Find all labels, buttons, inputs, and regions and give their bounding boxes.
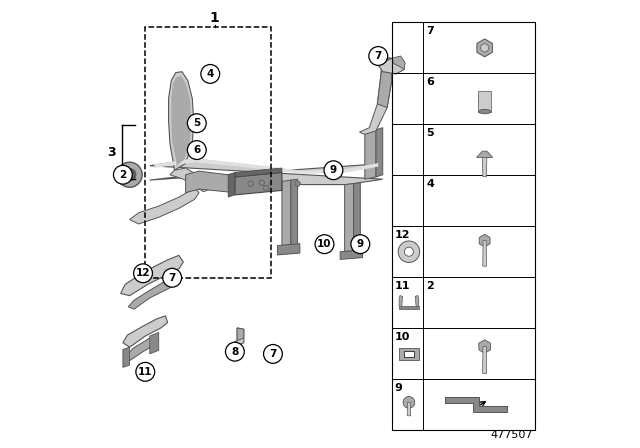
Polygon shape [376,128,383,177]
Polygon shape [228,172,235,197]
Text: 11: 11 [138,367,152,377]
Polygon shape [170,168,212,192]
Polygon shape [237,328,244,340]
Circle shape [259,180,264,185]
Polygon shape [483,347,486,374]
Polygon shape [477,151,493,157]
Polygon shape [121,255,184,296]
Polygon shape [378,57,392,108]
Circle shape [248,181,253,186]
Polygon shape [483,241,486,266]
Ellipse shape [478,99,491,103]
Polygon shape [399,348,419,360]
Text: 477507: 477507 [490,430,533,440]
Circle shape [163,268,182,287]
Circle shape [315,235,334,254]
Circle shape [351,235,370,254]
Text: 6: 6 [426,77,434,87]
Polygon shape [360,57,392,134]
Text: 9: 9 [330,165,337,175]
Text: 4: 4 [426,179,434,189]
Polygon shape [478,91,491,112]
Polygon shape [168,72,194,170]
Polygon shape [127,335,159,361]
Polygon shape [479,340,490,353]
Polygon shape [228,328,244,349]
Polygon shape [399,306,419,310]
Polygon shape [407,402,411,416]
Text: 2: 2 [426,281,434,291]
Circle shape [369,47,388,65]
Text: 7: 7 [426,26,434,36]
Polygon shape [235,168,282,177]
Circle shape [127,172,132,177]
Polygon shape [123,316,168,347]
Text: 10: 10 [317,239,332,249]
Polygon shape [123,347,130,367]
Polygon shape [483,157,487,177]
Circle shape [136,362,155,381]
Circle shape [324,161,343,180]
Polygon shape [130,188,199,224]
Polygon shape [291,179,298,246]
Polygon shape [345,184,353,252]
Polygon shape [282,180,291,248]
Text: 7: 7 [374,51,382,61]
Text: 12: 12 [395,230,410,240]
Circle shape [264,185,269,191]
Polygon shape [479,234,490,247]
Polygon shape [186,171,235,193]
Polygon shape [415,296,419,306]
Polygon shape [235,172,282,195]
Circle shape [201,65,220,83]
Text: 4: 4 [207,69,214,79]
Polygon shape [477,39,492,57]
Text: 7: 7 [269,349,276,359]
Text: 1: 1 [210,11,220,25]
Circle shape [134,264,152,283]
Text: 6: 6 [193,145,200,155]
Polygon shape [278,244,300,255]
Text: 11: 11 [395,281,410,291]
Text: 8: 8 [231,347,239,357]
Circle shape [264,345,282,363]
Ellipse shape [478,109,491,114]
Polygon shape [154,158,378,174]
Circle shape [188,141,206,159]
Polygon shape [340,250,362,259]
Polygon shape [150,332,159,354]
Text: 5: 5 [193,118,200,128]
Polygon shape [404,351,414,357]
Circle shape [225,342,244,361]
Circle shape [403,396,415,408]
Circle shape [398,241,420,263]
Circle shape [295,181,300,186]
Polygon shape [445,397,507,412]
Polygon shape [365,130,376,179]
Text: 2: 2 [119,170,127,180]
Polygon shape [128,276,180,309]
Circle shape [124,168,136,181]
Text: 9: 9 [356,239,364,249]
Polygon shape [378,58,404,74]
Text: 7: 7 [168,273,176,283]
Circle shape [481,44,489,52]
Text: 3: 3 [108,146,116,159]
Text: 12: 12 [136,268,150,278]
Text: 5: 5 [426,128,434,138]
Circle shape [404,247,413,256]
Polygon shape [150,159,383,185]
Circle shape [113,165,132,184]
Polygon shape [172,76,191,166]
Text: 9: 9 [395,383,403,393]
Text: 10: 10 [395,332,410,342]
Polygon shape [399,296,403,306]
Polygon shape [353,183,360,251]
Circle shape [117,162,142,187]
Circle shape [188,114,206,133]
Polygon shape [392,56,405,69]
